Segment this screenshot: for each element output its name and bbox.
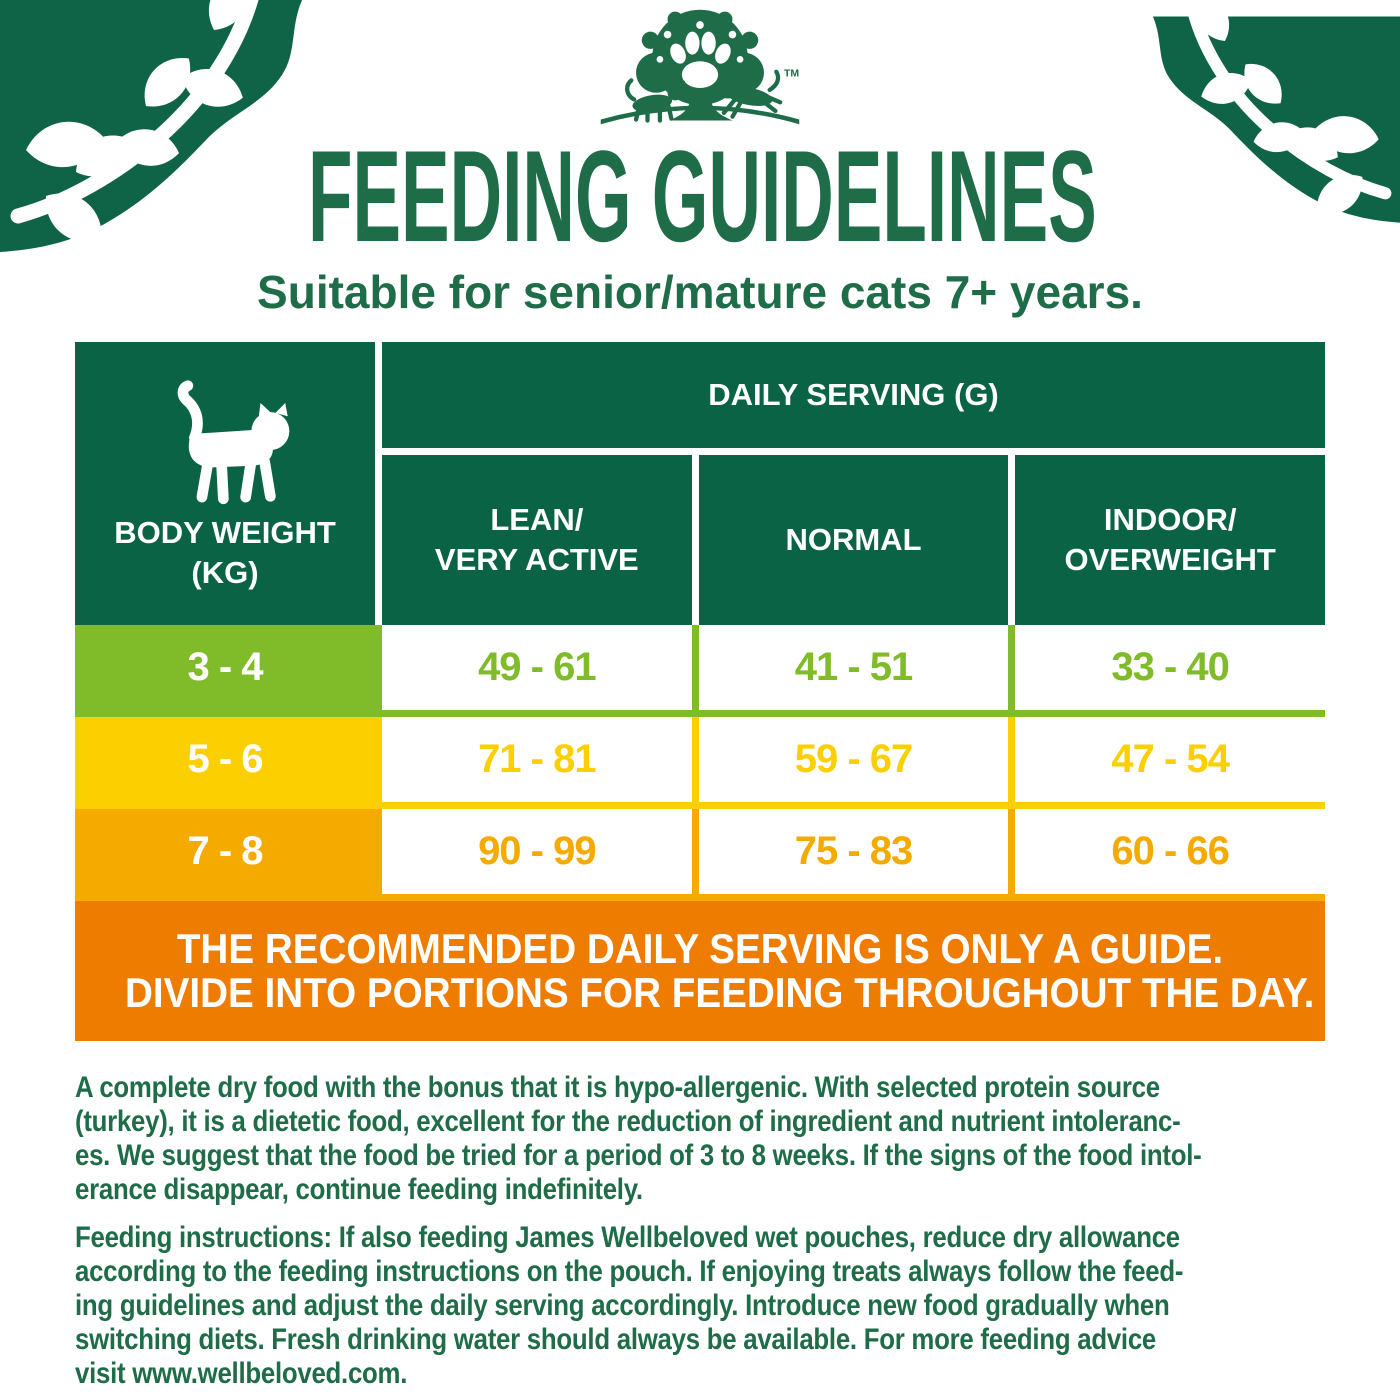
weight-cell: 3 - 4 bbox=[187, 645, 263, 689]
dog-silhouette-icon bbox=[712, 69, 783, 119]
column-header-indoor: INDOOR/ OVERWEIGHT bbox=[1015, 455, 1325, 625]
banner-line-1: THE RECOMMENDED DAILY SERVING IS ONLY A … bbox=[176, 925, 1224, 972]
page-title: FEEDING GUIDELINES bbox=[308, 123, 1097, 269]
table-row: 5 - 6 71 - 81 59 - 67 47 - 54 bbox=[75, 717, 1325, 809]
paragraph-line: visit www.wellbeloved.com. bbox=[75, 1357, 408, 1390]
normal-serving-cell: 59 - 67 bbox=[698, 717, 1009, 802]
lean-serving-cell: 71 - 81 bbox=[382, 717, 692, 802]
paw-print-icon bbox=[670, 31, 731, 88]
indoor-serving-cell: 47 - 54 bbox=[1015, 717, 1325, 802]
paragraph-line: switching diets. Fresh drinking water sh… bbox=[75, 1323, 1157, 1356]
lean-serving-cell: 49 - 61 bbox=[382, 625, 692, 710]
feeding-table: BODY WEIGHT (KG) DAILY SERVING (G) LEAN/… bbox=[75, 342, 1325, 901]
paragraph-line: (turkey), it is a dietetic food, excelle… bbox=[75, 1105, 1181, 1138]
indoor-serving-cell: 33 - 40 bbox=[1015, 625, 1325, 710]
normal-serving-cell: 41 - 51 bbox=[698, 625, 1009, 710]
paragraph-line: ing guidelines and adjust the daily serv… bbox=[75, 1289, 1170, 1322]
guidance-banner: THE RECOMMENDED DAILY SERVING IS ONLY A … bbox=[75, 901, 1325, 1041]
trademark: TM bbox=[784, 68, 799, 80]
indoor-serving-cell: 60 - 66 bbox=[1015, 809, 1325, 894]
leaf-decoration-left bbox=[0, 0, 302, 253]
body-weight-header-cell: BODY WEIGHT (KG) bbox=[75, 342, 375, 625]
banner-line-2: DIVIDE INTO PORTIONS FOR FEEDING THROUGH… bbox=[125, 969, 1315, 1016]
cat-walking-icon bbox=[177, 379, 290, 504]
tree-paw-logo: TM bbox=[600, 9, 799, 125]
table-header: BODY WEIGHT (KG) DAILY SERVING (G) LEAN/… bbox=[75, 342, 1325, 625]
body-weight-label: BODY WEIGHT (KG) bbox=[114, 514, 336, 590]
feeding-instructions-paragraph: Feeding instructions: If also feeding Ja… bbox=[75, 1221, 1325, 1391]
table-row: 7 - 8 90 - 99 75 - 83 60 - 66 bbox=[75, 809, 1325, 901]
column-header-lean: LEAN/ VERY ACTIVE bbox=[382, 455, 692, 625]
brand-logo: TM bbox=[0, 0, 1400, 132]
paragraph-line: es. We suggest that the food be tried fo… bbox=[75, 1139, 1202, 1172]
page-subtitle: Suitable for senior/mature cats 7+ years… bbox=[257, 266, 1143, 318]
normal-serving-cell: 75 - 83 bbox=[698, 809, 1009, 894]
weight-cell: 5 - 6 bbox=[187, 737, 263, 781]
leaf-decoration-right bbox=[1152, 0, 1400, 226]
weight-cell: 7 - 8 bbox=[187, 829, 263, 873]
column-header-normal: NORMAL bbox=[698, 455, 1009, 625]
paragraph-line: Feeding instructions: If also feeding Ja… bbox=[75, 1221, 1180, 1254]
description-paragraph: A complete dry food with the bonus that … bbox=[75, 1071, 1325, 1207]
paragraph-line: erance disappear, continue feeding indef… bbox=[75, 1173, 643, 1206]
table-row: 3 - 4 49 - 61 41 - 51 33 - 40 bbox=[75, 625, 1325, 717]
paragraph-line: according to the feeding instructions on… bbox=[75, 1255, 1184, 1288]
cat-silhouette-icon bbox=[625, 78, 686, 123]
lean-serving-cell: 90 - 99 bbox=[382, 809, 692, 894]
paragraph-line: A complete dry food with the bonus that … bbox=[75, 1071, 1160, 1104]
daily-serving-header: DAILY SERVING (G) bbox=[382, 342, 1325, 448]
